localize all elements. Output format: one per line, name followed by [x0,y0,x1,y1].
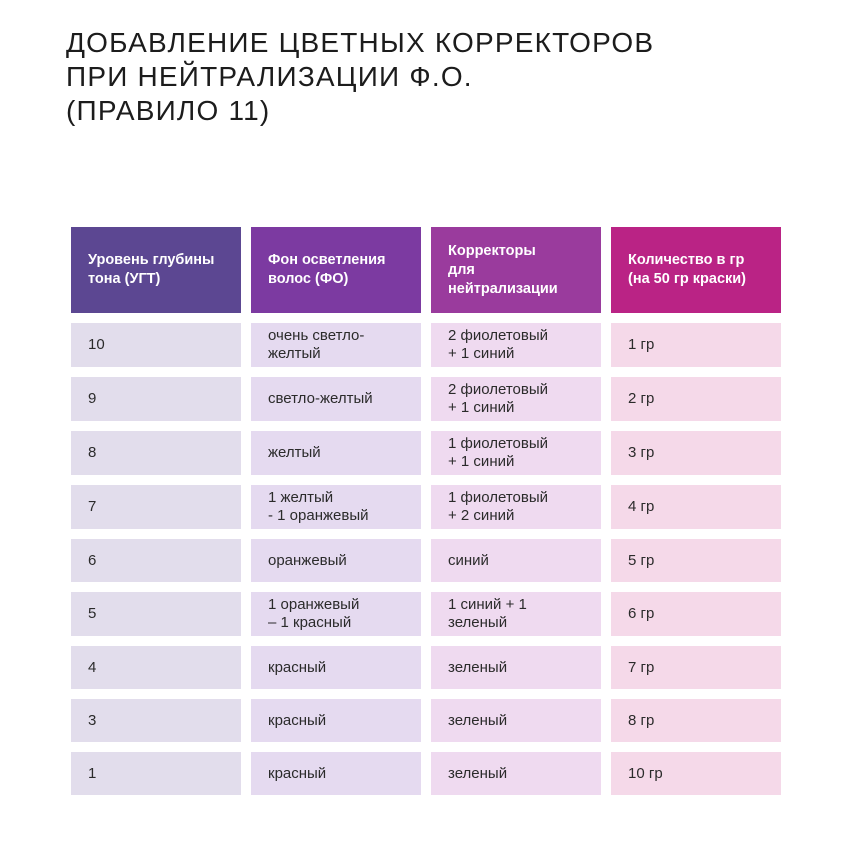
table-cell: красный [251,646,421,689]
column-header-amount: Количество в гр (на 50 гр краски) [611,227,781,313]
table-cell: 2 фиолетовый + 1 синий [431,377,601,421]
table-cell: 7 [71,485,241,529]
table-cell: красный [251,699,421,742]
table-cell: 4 гр [611,485,781,529]
table-cell: зеленый [431,699,601,742]
table-cell: 8 гр [611,699,781,742]
table-cell: 10 гр [611,752,781,795]
table-cell: 1 желтый - 1 оранжевый [251,485,421,529]
table-cell: 10 [71,323,241,367]
table-cell: 5 [71,592,241,636]
table-cell: 2 фиолетовый + 1 синий [431,323,601,367]
table-cell: красный [251,752,421,795]
column-header-correctors: Корректоры для нейтрализации [431,227,601,313]
table-cell: 8 [71,431,241,475]
table-cell: 3 [71,699,241,742]
table-cell: 5 гр [611,539,781,582]
table-cell: 1 гр [611,323,781,367]
table-cell: зеленый [431,752,601,795]
table-cell: очень светло-желтый [251,323,421,367]
table-cell: зеленый [431,646,601,689]
page-title: ДОБАВЛЕНИЕ ЦВЕТНЫХ КОРРЕКТОРОВ ПРИ НЕЙТР… [66,27,655,126]
table-cell: 1 фиолетовый + 2 синий [431,485,601,529]
table-cell: 3 гр [611,431,781,475]
table-cell: 1 синий + 1 зеленый [431,592,601,636]
column-header-ugt: Уровень глубины тона (УГТ) [71,227,241,313]
table-cell: 6 [71,539,241,582]
table-cell: 7 гр [611,646,781,689]
table-cell: желтый [251,431,421,475]
table-cell: 1 оранжевый – 1 красный [251,592,421,636]
table-cell: оранжевый [251,539,421,582]
table-cell: 1 [71,752,241,795]
table-cell: 6 гр [611,592,781,636]
table-cell: светло-желтый [251,377,421,421]
table-cell: 9 [71,377,241,421]
table-cell: 2 гр [611,377,781,421]
table-cell: 1 фиолетовый + 1 синий [431,431,601,475]
correctors-table: Уровень глубины тона (УГТ) Фон осветлени… [71,227,781,795]
table-cell: синий [431,539,601,582]
column-header-fon: Фон осветления волос (ФО) [251,227,421,313]
table-cell: 4 [71,646,241,689]
